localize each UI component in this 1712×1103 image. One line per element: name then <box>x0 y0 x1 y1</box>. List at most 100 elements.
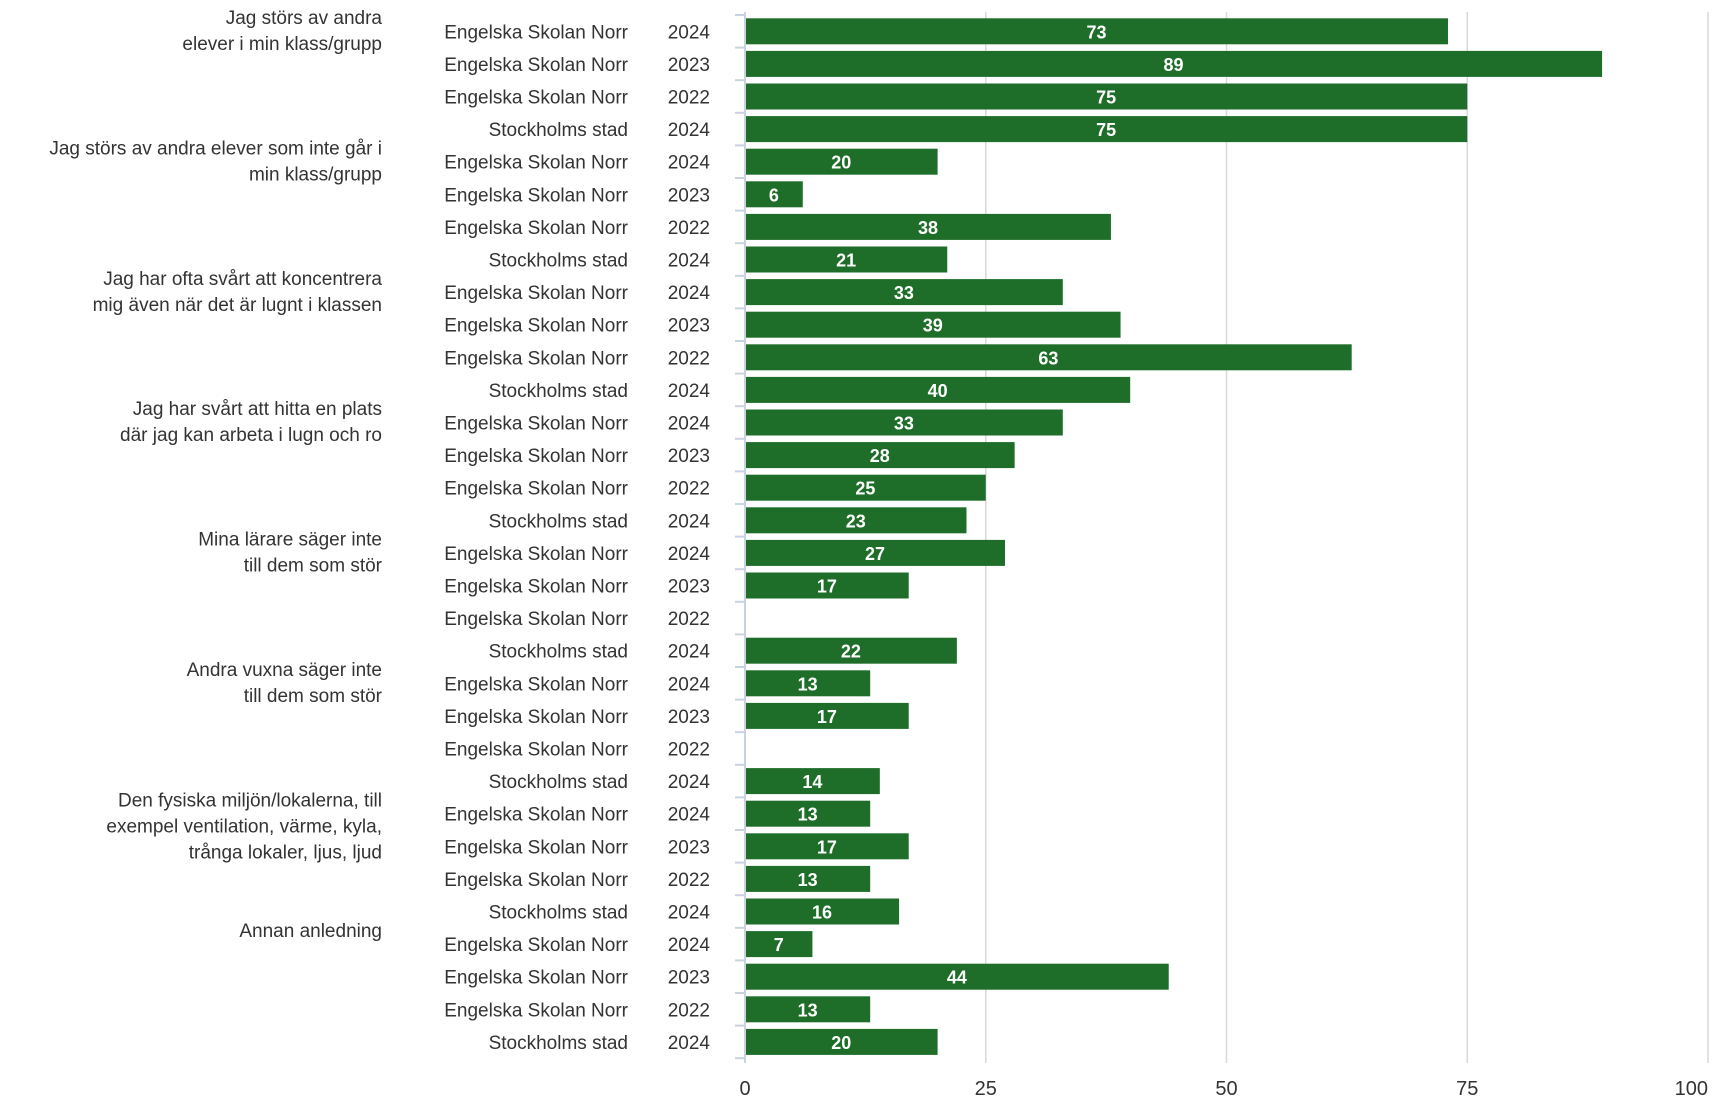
bar-value-label: 13 <box>798 674 818 694</box>
bar-value-label: 6 <box>769 185 779 205</box>
row-entity-label: Engelska Skolan Norr <box>444 870 628 891</box>
bar-value-label: 27 <box>865 544 885 564</box>
row-entity-label: Engelska Skolan Norr <box>444 707 628 728</box>
x-tick-label: 75 <box>1456 1078 1478 1100</box>
bar-value-label: 21 <box>836 251 856 271</box>
row-year-label: 2024 <box>668 511 711 532</box>
bar-value-label: 20 <box>831 1033 851 1053</box>
group-label: till dem som stör <box>244 686 383 707</box>
row-entity-label: Engelska Skolan Norr <box>444 88 628 109</box>
row-entity-label: Engelska Skolan Norr <box>444 609 628 630</box>
bar <box>745 898 900 925</box>
row-year-label: 2023 <box>668 446 710 467</box>
row-year-label: 2024 <box>668 903 711 924</box>
row-entity-label: Engelska Skolan Norr <box>444 968 628 989</box>
row-entity-label: Engelska Skolan Norr <box>444 1000 628 1021</box>
row-entity-label: Stockholms stad <box>489 381 628 402</box>
row-year-label: 2022 <box>668 609 710 630</box>
row-entity-label: Engelska Skolan Norr <box>444 316 628 337</box>
x-tick-label: 100 <box>1675 1078 1708 1100</box>
group-label: Jag störs av andra elever som inte går i <box>49 138 382 159</box>
row-year-label: 2022 <box>668 479 710 500</box>
group-label: min klass/grupp <box>249 164 382 185</box>
row-entity-label: Engelska Skolan Norr <box>444 218 628 239</box>
row-year-label: 2023 <box>668 707 710 728</box>
bar-value-label: 63 <box>1038 348 1058 368</box>
bar-value-label: 44 <box>947 968 967 988</box>
bar <box>745 702 909 729</box>
group-label: där jag kan arbeta i lugn och ro <box>120 425 382 446</box>
bar-value-label: 25 <box>855 479 875 499</box>
bar <box>745 83 1468 110</box>
bar-value-label: 39 <box>923 316 943 336</box>
row-entity-label: Engelska Skolan Norr <box>444 283 628 304</box>
bar <box>745 376 1131 403</box>
row-entity-label: Engelska Skolan Norr <box>444 740 628 761</box>
row-year-label: 2024 <box>668 935 711 956</box>
bar <box>745 18 1448 45</box>
row-year-label: 2022 <box>668 88 710 109</box>
bar-value-label: 16 <box>812 903 832 923</box>
bar-value-label: 22 <box>841 642 861 662</box>
row-entity-label: Engelska Skolan Norr <box>444 22 628 43</box>
row-year-label: 2024 <box>668 22 711 43</box>
bar <box>745 50 1603 77</box>
group-label: Den fysiska miljön/lokalerna, till <box>118 790 382 811</box>
group-label: Annan anledning <box>239 921 382 942</box>
bar-value-label: 40 <box>928 381 948 401</box>
row-year-label: 2022 <box>668 218 710 239</box>
bar <box>745 409 1063 436</box>
row-year-label: 2023 <box>668 316 710 337</box>
row-year-label: 2024 <box>668 772 711 793</box>
row-entity-label: Stockholms stad <box>489 120 628 141</box>
bar-value-label: 38 <box>918 218 938 238</box>
row-entity-label: Engelska Skolan Norr <box>444 837 628 858</box>
bar <box>745 311 1121 338</box>
x-tick-label: 50 <box>1215 1078 1237 1100</box>
bar <box>745 768 880 795</box>
bar <box>745 539 1006 566</box>
bar <box>745 279 1063 306</box>
row-year-label: 2024 <box>668 153 711 174</box>
row-year-label: 2024 <box>668 642 711 663</box>
row-year-label: 2023 <box>668 968 710 989</box>
row-year-label: 2024 <box>668 414 711 435</box>
bar <box>745 116 1468 143</box>
x-tick-label: 0 <box>739 1078 750 1100</box>
row-entity-label: Stockholms stad <box>489 251 628 272</box>
row-year-label: 2023 <box>668 837 710 858</box>
bar-value-label: 33 <box>894 414 914 434</box>
row-entity-label: Engelska Skolan Norr <box>444 414 628 435</box>
row-entity-label: Stockholms stad <box>489 511 628 532</box>
bar <box>745 474 986 501</box>
bar <box>745 800 871 827</box>
row-year-label: 2023 <box>668 577 710 598</box>
row-year-label: 2024 <box>668 251 711 272</box>
bar <box>745 931 813 958</box>
row-entity-label: Stockholms stad <box>489 772 628 793</box>
group-label: mig även när det är lugnt i klassen <box>93 295 382 316</box>
bar <box>745 344 1352 371</box>
row-year-label: 2024 <box>668 1033 711 1054</box>
row-year-label: 2024 <box>668 805 711 826</box>
bar <box>745 507 967 534</box>
bar <box>745 181 803 208</box>
row-entity-label: Engelska Skolan Norr <box>444 185 628 206</box>
group-label: Andra vuxna säger inte <box>187 660 382 681</box>
group-label: Jag störs av andra <box>226 8 383 29</box>
bar-value-label: 75 <box>1096 88 1116 108</box>
bar-value-label: 14 <box>802 772 822 792</box>
row-year-label: 2024 <box>668 381 711 402</box>
row-year-label: 2024 <box>668 283 711 304</box>
row-entity-label: Engelska Skolan Norr <box>444 935 628 956</box>
group-label: elever i min klass/grupp <box>182 34 382 55</box>
group-label: Jag har svårt att hitta en plats <box>133 399 382 420</box>
row-entity-label: Engelska Skolan Norr <box>444 348 628 369</box>
row-entity-label: Engelska Skolan Norr <box>444 674 628 695</box>
row-entity-label: Engelska Skolan Norr <box>444 153 628 174</box>
bar <box>745 637 957 664</box>
bar-value-label: 89 <box>1164 55 1184 75</box>
row-entity-label: Engelska Skolan Norr <box>444 55 628 76</box>
row-year-label: 2024 <box>668 674 711 695</box>
row-entity-label: Engelska Skolan Norr <box>444 479 628 500</box>
